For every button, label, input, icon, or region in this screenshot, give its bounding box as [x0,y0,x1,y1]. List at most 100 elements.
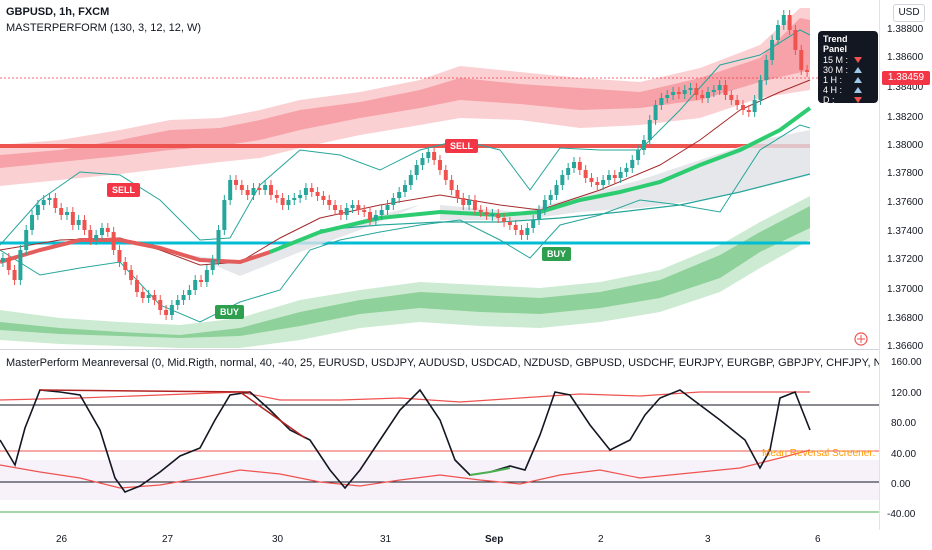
osc-tick: 0.00 [891,479,911,490]
candle-body [665,95,670,98]
cloud-fill [440,130,810,220]
candle-body [59,208,64,215]
symbol-title: GBPUSD, 1h, FXCM [6,6,110,18]
candle-body [414,165,419,175]
trend-row: 4 H : [823,85,873,95]
candle-body [204,270,209,282]
price-tick: 1.37400 [887,226,924,237]
candle-body [595,182,600,185]
candle-body [537,210,542,220]
price-tick: 1.36800 [887,313,924,324]
candle-body [694,88,699,95]
candle-body [181,295,186,300]
trend-row-label: 30 M : [823,65,849,75]
candle-body [111,232,116,250]
candle-body [496,214,501,218]
trend-panel-rows: 15 M :30 M :1 H :4 H :D : [823,55,873,105]
price-tick: 1.37600 [887,197,924,208]
candle-body [641,140,646,150]
candle-body [70,212,75,225]
bb-upper-line [0,29,811,246]
candle-body [746,110,751,112]
candle-body [490,214,495,216]
candle-body [327,200,332,205]
time-label: 30 [272,534,284,545]
time-label: 6 [815,534,821,545]
settings-icon[interactable] [854,332,868,346]
currency-button[interactable]: USD [893,4,925,22]
candle-body [228,180,233,200]
candle-body [158,300,163,310]
candle-body [577,162,582,170]
price-tick: 1.37200 [887,254,924,265]
time-label: 26 [56,534,68,545]
candle-body [146,295,151,298]
candle-body [94,235,99,240]
pane-separator[interactable] [0,349,880,350]
candle-body [571,162,576,168]
indicator-legend-1[interactable]: MASTERPERFORM (130, 3, 12, 12, W) [6,22,201,34]
red-trend-line [0,238,271,265]
candle-body [513,225,518,230]
trend-row-label: 15 M : [823,55,849,65]
candle-body [437,160,442,170]
candle-body [740,105,745,110]
candle-body [169,305,174,315]
candle-body [88,230,93,240]
candle-body [263,185,268,190]
candle-body [286,200,291,205]
candle-body [403,185,407,192]
candle-body [257,188,262,190]
candle-body [676,92,681,94]
candle-body [449,180,454,190]
candle-body [222,200,227,230]
price-axis[interactable] [879,0,932,530]
buy-signal-2: BUY [542,247,572,261]
osc-bg [0,460,880,500]
candle-body [624,168,629,172]
candle-body [432,152,437,160]
candle-body [234,180,239,185]
osc-trendline-2 [239,391,306,439]
candle-body [298,195,303,198]
candle-body [467,200,472,205]
osc-upper-env [0,391,810,403]
candle-body [775,25,780,40]
arrow-up-icon [854,87,862,93]
indicator-legend-2[interactable]: MasterPerform Meanreversal (0, Mid.Rigth… [6,357,923,369]
time-label: 31 [380,534,392,545]
candle-body [805,70,810,72]
trend-row: 1 H : [823,75,873,85]
candle-body [216,230,221,260]
current-price-label: 1.38459 [882,71,930,85]
trend-row-label: 4 H : [823,85,843,95]
price-tick: 1.38000 [887,140,924,151]
candle-body [706,92,711,98]
trend-panel-title: Trend Panel [823,34,848,54]
trend-row-label: D : [823,95,835,105]
candle-body [478,210,483,212]
candle-body [47,198,52,200]
candle-body [268,185,273,195]
price-tick: 1.38600 [887,52,924,63]
candle-body [770,40,775,60]
sell-signal-1: SELL [107,183,141,197]
arrow-up-icon [854,67,862,73]
lower-band-inner [0,206,810,338]
candle-body [105,228,110,232]
price-candles[interactable] [0,10,810,320]
osc-trendline-1 [39,389,251,393]
arrow-up-icon [854,77,862,83]
candle-body [30,215,35,230]
candle-body [630,160,635,168]
candle-body [531,220,536,228]
candle-body [309,188,314,192]
candle-body [373,215,378,220]
osc-line[interactable] [0,388,811,493]
candle-body [647,120,652,140]
price-tick: 1.38200 [887,112,924,123]
candle-body [420,158,425,165]
osc-tick: 80.00 [891,418,917,429]
candle-body [735,100,740,105]
